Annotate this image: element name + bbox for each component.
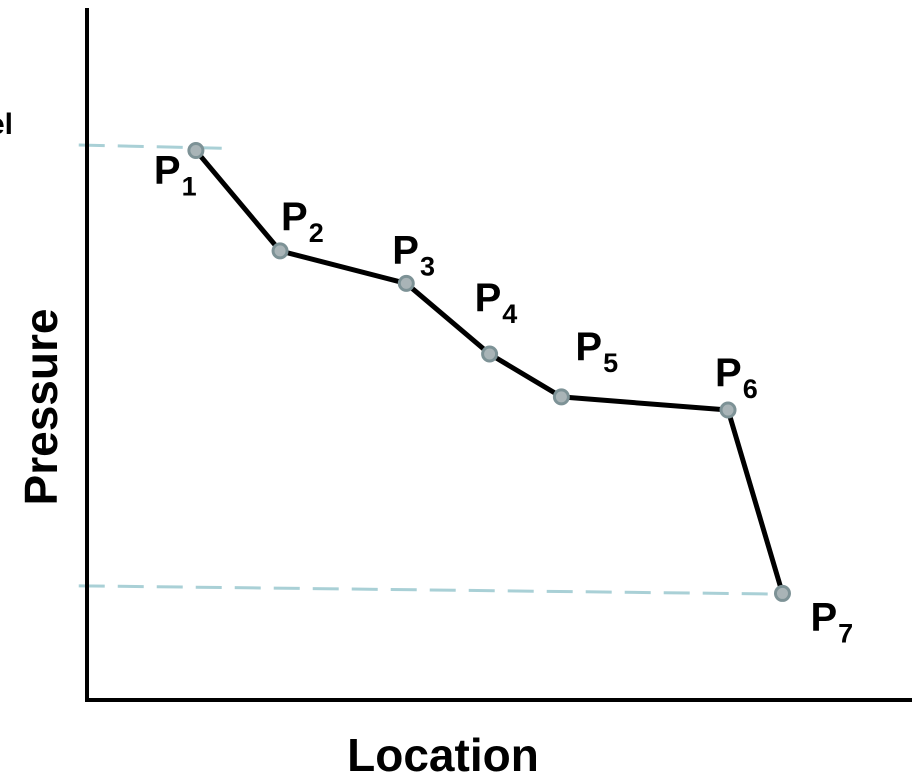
point-marker-p4 xyxy=(481,345,499,363)
edge-clipped-text: el xyxy=(0,108,13,141)
reference-lines xyxy=(78,143,783,596)
point-marker-p1 xyxy=(187,142,205,160)
reference-line-2 xyxy=(78,584,783,596)
markers-group xyxy=(187,142,791,602)
point-label-p5: P5 xyxy=(575,325,618,378)
point-label-p7: P7 xyxy=(810,595,853,648)
point-marker-p2 xyxy=(271,242,289,260)
y-axis-title: Pressure xyxy=(15,309,67,506)
point-marker-p3 xyxy=(397,274,415,292)
reference-line-1 xyxy=(78,143,232,150)
x-axis-title: Location xyxy=(347,729,539,775)
point-labels-group: P1 P2 P3 P4 P5 P6 P7 xyxy=(154,149,853,649)
point-label-p2: P2 xyxy=(281,195,324,248)
point-label-p1: P1 xyxy=(154,149,197,202)
point-label-p6: P6 xyxy=(715,351,758,404)
point-marker-p6 xyxy=(719,401,737,419)
point-label-p3: P3 xyxy=(392,228,435,281)
point-marker-p5 xyxy=(552,388,570,406)
point-label-p4: P4 xyxy=(475,276,518,329)
point-marker-p7 xyxy=(773,584,791,602)
